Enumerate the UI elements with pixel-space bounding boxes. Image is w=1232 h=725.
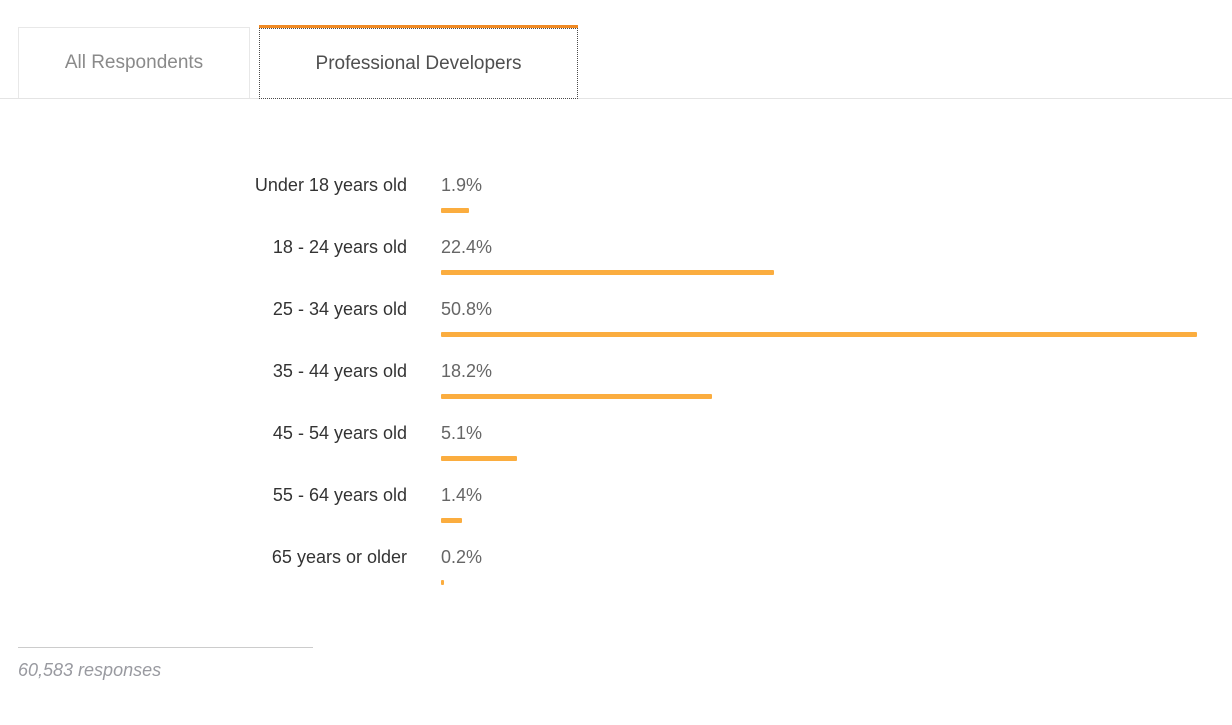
- bar: [441, 270, 774, 275]
- bar-cell: 1.9%: [441, 174, 482, 213]
- chart-row: Under 18 years old 1.9%: [18, 174, 1214, 236]
- category-label: 65 years or older: [271, 547, 407, 567]
- tab-professional-developers[interactable]: Professional Developers: [259, 25, 578, 99]
- value-label: 22.4%: [441, 237, 493, 257]
- chart-rows: Under 18 years old 1.9% 18 - 24 years old 2…: [18, 174, 1214, 608]
- bar-cell: 1.4%: [441, 484, 482, 523]
- category-label: 45 - 54 years old: [272, 423, 407, 443]
- bar-cell: 5.1%: [441, 422, 517, 461]
- bar: [441, 456, 517, 461]
- chart-row: 18 - 24 years old 22.4%: [18, 236, 1214, 298]
- responses-count: 60,583 responses: [18, 660, 162, 680]
- category-label: 18 - 24 years old: [272, 237, 407, 257]
- bar-cell: 18.2%: [441, 360, 712, 399]
- value-label: 1.9%: [441, 175, 483, 195]
- value-label: 50.8%: [441, 299, 493, 319]
- tab-bar: All Respondents Professional Developers: [0, 0, 1232, 100]
- category-label: 35 - 44 years old: [272, 361, 407, 381]
- value-label: 5.1%: [441, 423, 483, 443]
- category-label: Under 18 years old: [254, 175, 407, 195]
- bar-cell: 50.8%: [441, 298, 1197, 337]
- tab-bar-divider: [0, 98, 1232, 99]
- bar-cell: 22.4%: [441, 236, 774, 275]
- chart-row: 25 - 34 years old 50.8%: [18, 298, 1214, 360]
- bar: [441, 580, 444, 585]
- tab-professional-developers-label: Professional Developers: [259, 28, 578, 99]
- bar: [441, 518, 462, 523]
- age-bar-chart: Under 18 years old 1.9% 18 - 24 years old 2…: [18, 174, 1214, 608]
- chart-row: 65 years or older 0.2%: [18, 546, 1214, 608]
- chart-row: 35 - 44 years old 18.2%: [18, 360, 1214, 422]
- value-label: 18.2%: [441, 361, 493, 381]
- bar: [441, 394, 712, 399]
- bar-cell: 0.2%: [441, 546, 482, 585]
- value-label: 1.4%: [441, 485, 483, 505]
- tab-all-respondents[interactable]: All Respondents: [18, 27, 250, 98]
- value-label: 0.2%: [441, 547, 483, 567]
- bar: [441, 332, 1197, 337]
- chart-row: 45 - 54 years old 5.1%: [18, 422, 1214, 484]
- chart-row: 55 - 64 years old 1.4%: [18, 484, 1214, 546]
- category-label: 25 - 34 years old: [272, 299, 407, 319]
- category-label: 55 - 64 years old: [272, 485, 407, 505]
- bar: [441, 208, 469, 213]
- footer-divider: [18, 647, 313, 648]
